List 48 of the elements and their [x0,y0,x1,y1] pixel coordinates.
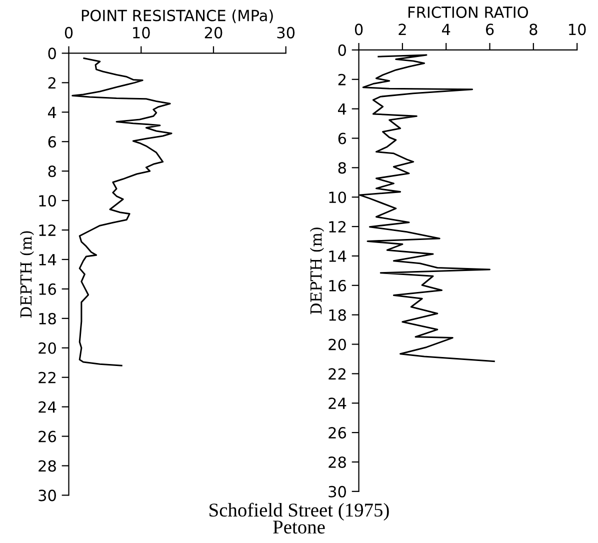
y-tick-label: 18 [39,312,56,324]
y-tick-label: 30 [38,490,56,502]
y-tick-label: 14 [39,254,56,266]
y-tick-label: 4 [48,106,56,118]
x-tick-label: 30 [277,26,295,38]
x-tick-label: 6 [486,24,494,36]
y-tick-label: 20 [328,338,346,350]
y-tick-label: 6 [48,136,56,148]
y-tick-label: 16 [329,280,346,292]
y-tick-label: 24 [38,401,56,413]
y-tick-label: 26 [38,430,56,442]
y-tick-label: 4 [338,103,346,115]
x-tick-label: 0 [354,24,363,36]
x-tick-label: 0 [64,26,73,38]
x-tick-label: 4 [442,24,450,35]
y-tick-label: 28 [328,456,346,468]
y-tick-label: 0 [338,44,346,56]
x-tick-label: 8 [530,24,538,36]
y-tick-label: 26 [328,427,346,439]
y-tick-label: 16 [39,283,56,295]
y-tick-label: 0 [48,48,56,60]
y-tick-label: 2 [338,74,346,86]
y-tick-label: 8 [48,166,56,178]
text: Schofield Street (1975) Petone [210,502,389,534]
x-tick-label: 20 [204,26,222,38]
y-tick-label: 6 [338,132,346,144]
line-series [72,57,172,366]
x-axis-title: FRICTION RATIO [408,6,528,18]
y-tick-label: 18 [329,309,346,321]
y-tick-label: 20 [38,342,56,354]
y-tick-label: 8 [338,162,346,174]
y-tick-label: 10 [329,192,346,204]
y-tick-label: 22 [328,368,346,380]
y-axis-title: DEPTH (m) [310,228,324,314]
y-axis-title: DEPTH (m) [20,231,34,318]
x-tick-label: 10 [133,26,150,38]
y-tick-label: 14 [329,250,346,262]
x-tick-label: 10 [569,24,586,36]
x-tick-label: 2 [398,24,406,35]
y-tick-label: 28 [38,460,56,472]
y-tick-label: 2 [48,77,56,88]
y-tick-label: 22 [38,372,56,384]
y-tick-label: 10 [39,195,56,207]
y-tick-label: 12 [329,221,346,232]
y-tick-label: 12 [39,224,56,236]
y-tick-label: 30 [328,486,346,498]
y-tick-label: 24 [328,398,346,409]
x-axis-title: POINT RESISTANCE (MPa) [82,9,273,24]
